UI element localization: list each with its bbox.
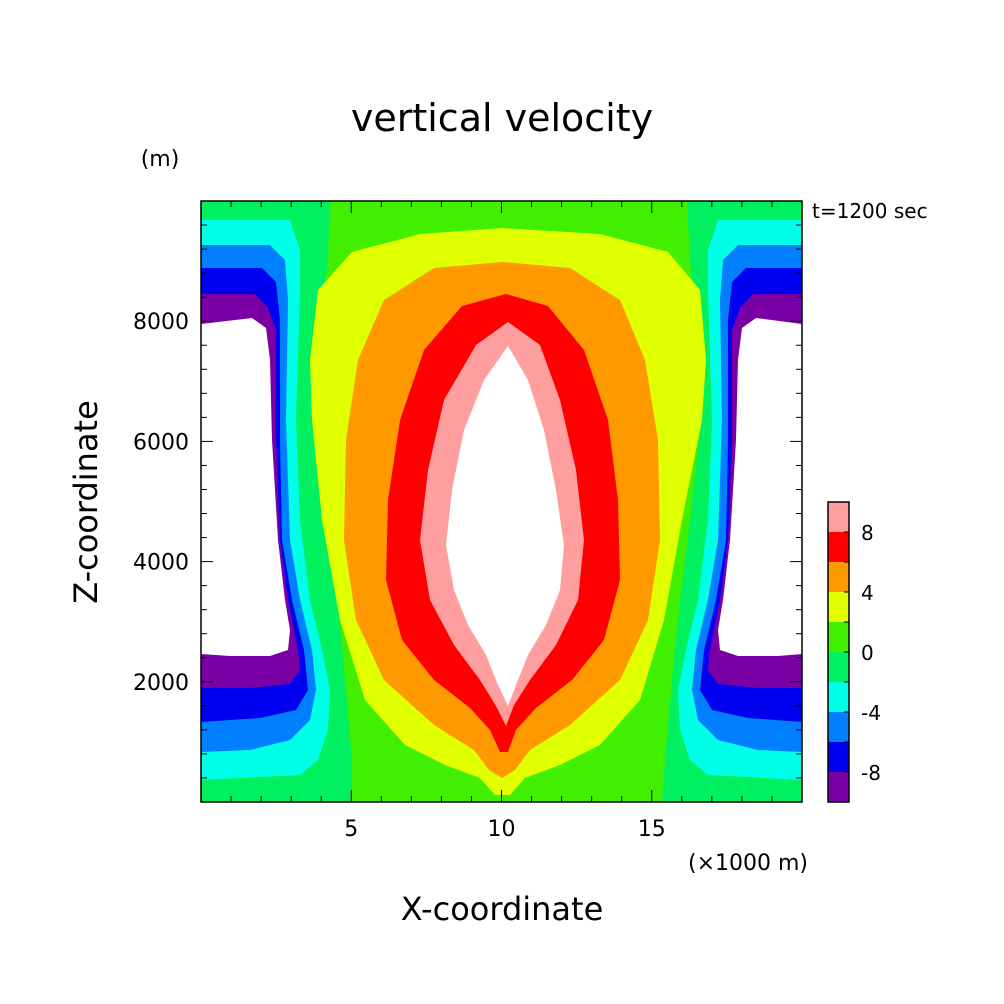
x-unit-label: (×1000 m) — [688, 851, 808, 876]
x-tick-label: 10 — [488, 817, 516, 842]
colorbar-swatch — [828, 532, 849, 562]
colorbar-swatch — [828, 712, 849, 742]
colorbar: -8 -4 0 4 8 — [827, 501, 881, 803]
x-axis-label: X-coordinate — [401, 890, 604, 928]
colorbar-tick-label: -8 — [861, 761, 881, 785]
colorbar-swatch — [828, 502, 849, 532]
colorbar-swatch — [828, 742, 849, 772]
contour-right-below-neg10 — [718, 318, 802, 656]
x-tick-label: 15 — [638, 817, 666, 842]
colorbar-tick-label: -4 — [861, 701, 881, 725]
y-minor-ticks — [201, 224, 802, 779]
colorbar-swatch — [828, 682, 849, 712]
x-tick-labels: 5 10 15 — [344, 817, 666, 842]
x-minor-ticks — [230, 201, 773, 802]
colorbar-swatch — [828, 592, 849, 622]
time-label: t=1200 sec — [812, 199, 928, 223]
colorbar-swatch — [828, 772, 849, 802]
contour-field — [201, 201, 802, 802]
y-unit-label: (m) — [141, 147, 180, 172]
colorbar-tick-label: 4 — [861, 581, 874, 605]
contour-center-above-10 — [446, 346, 564, 706]
y-tick-label: 2000 — [133, 671, 189, 696]
colorbar-swatch — [828, 652, 849, 682]
y-tick-label: 4000 — [133, 551, 189, 576]
y-tick-label: 6000 — [133, 430, 189, 455]
colorbar-tick-label: 0 — [861, 641, 874, 665]
x-tick-label: 5 — [344, 817, 358, 842]
colorbar-swatch — [828, 622, 849, 652]
contour-left-below-neg10 — [201, 318, 290, 656]
y-axis-label: Z-coordinate — [67, 400, 105, 604]
y-tick-labels: 2000 4000 6000 8000 — [133, 310, 189, 696]
chart-title: vertical velocity — [351, 96, 653, 140]
y-tick-label: 8000 — [133, 310, 189, 335]
colorbar-swatch — [828, 562, 849, 592]
colorbar-tick-label: 8 — [861, 521, 874, 545]
